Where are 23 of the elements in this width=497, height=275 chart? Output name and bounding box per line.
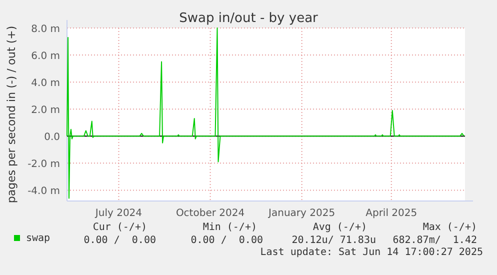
x-tick-label: April 2025: [366, 208, 418, 219]
text: Avg (-/+): [312, 222, 367, 233]
y-tick-label: 4.0 m: [31, 78, 60, 90]
text: Last update: Sat Jun 14 17:00:27 2025: [260, 247, 483, 258]
text: 682.87m/ 1.42: [392, 235, 477, 246]
x-tick-label: January 2025: [268, 208, 336, 219]
y-tick-label: -2.0 m: [28, 159, 60, 170]
legend-label: swap: [26, 233, 50, 244]
text: Cur (-/+): [92, 222, 147, 233]
chart-title: Swap in/out - by year: [179, 11, 319, 26]
y-tick-label: 0.0: [44, 132, 60, 144]
y-axis-title: pages per second in (-) / out (+): [5, 26, 18, 204]
x-tick-label: October 2024: [176, 208, 245, 219]
text: 0.00 / 0.00: [190, 235, 263, 246]
text: Min (-/+): [202, 222, 257, 233]
y-tick-label: 8.0 m: [31, 24, 60, 35]
y-tick-label: 6.0 m: [31, 51, 60, 62]
x-tick-label: July 2024: [94, 208, 142, 219]
text: 0.00 / 0.00: [84, 235, 156, 246]
y-tick-label: -4.0 m: [28, 186, 60, 198]
text: Max (-/+): [422, 222, 477, 233]
text: 20.12u/ 71.83u: [292, 235, 376, 246]
y-tick-label: 2.0 m: [31, 105, 60, 116]
